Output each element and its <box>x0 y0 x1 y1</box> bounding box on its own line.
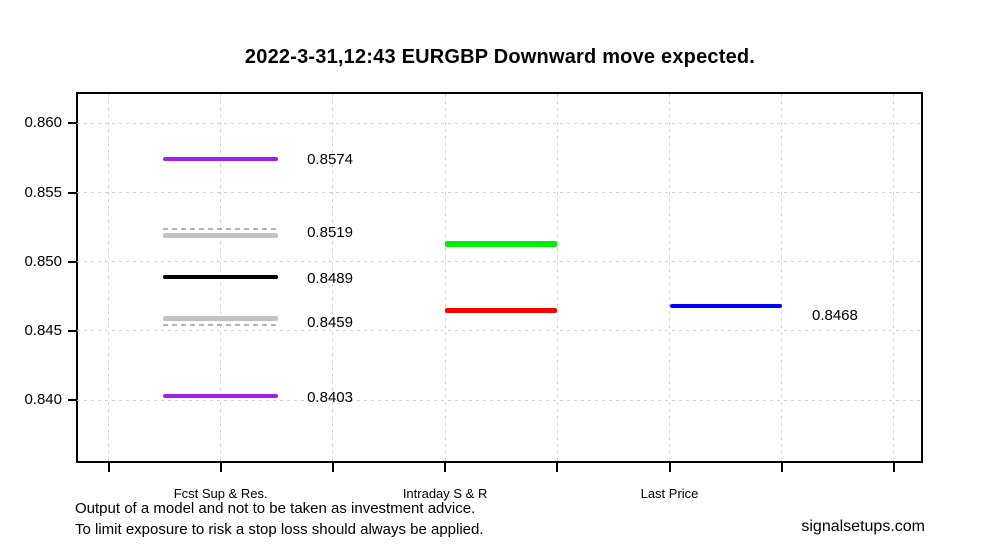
y-axis-tick <box>68 399 76 402</box>
price-line-fcst-support-lower <box>163 393 278 398</box>
x-axis-label: Last Price <box>640 486 699 501</box>
grid-line-horizontal <box>77 399 923 401</box>
grid-line-vertical <box>781 94 783 462</box>
grid-line-vertical <box>893 94 895 462</box>
x-axis-label: Fcst Sup & Res. <box>173 486 268 501</box>
x-axis-tick <box>107 463 110 472</box>
y-axis-tick-label: 0.850 <box>24 252 62 270</box>
price-label-last-price: 0.8468 <box>811 307 858 325</box>
price-label-fcst-resistance-upper: 0.8574 <box>307 151 353 169</box>
grid-line-vertical <box>108 94 109 462</box>
chart-title: 2022-3-31,12:43 EURGBP Downward move exp… <box>244 46 756 68</box>
price-line-fcst-resistance-upper <box>163 157 278 162</box>
grid-line-horizontal <box>77 192 923 194</box>
price-line-last-price <box>669 304 782 309</box>
x-axis-tick <box>219 463 222 472</box>
disclaimer-line-2: To limit exposure to risk a stop loss sh… <box>75 521 484 538</box>
x-axis-tick <box>668 463 671 472</box>
y-axis-tick-label: 0.845 <box>24 321 62 339</box>
grid-line-horizontal <box>77 330 923 332</box>
watermark-text: signalsetups.com <box>801 518 925 535</box>
price-line-dash-fcst-zone-lower <box>163 323 278 326</box>
price-line-fcst-zone-upper <box>163 232 278 238</box>
y-axis-tick <box>68 260 76 263</box>
x-axis-tick <box>892 463 895 472</box>
price-line-fcst-pivot <box>163 275 278 279</box>
price-label-fcst-zone-upper: 0.8519 <box>307 224 353 242</box>
grid-line-vertical <box>556 94 558 462</box>
price-label-fcst-pivot: 0.8489 <box>307 270 353 287</box>
price-line-fcst-zone-lower <box>163 316 278 321</box>
grid-line-vertical <box>444 94 446 462</box>
disclaimer-line-1: Output of a model and not to be taken as… <box>75 500 476 517</box>
y-axis-tick-label: 0.855 <box>24 183 62 201</box>
price-line-dash-fcst-zone-upper <box>163 228 278 231</box>
x-axis-tick <box>331 463 334 472</box>
y-axis-tick <box>68 329 76 332</box>
x-axis-label: Intraday S & R <box>402 486 488 501</box>
x-axis-tick <box>556 463 559 472</box>
grid-line-vertical <box>332 94 334 462</box>
price-label-fcst-support-lower: 0.8403 <box>307 388 353 406</box>
grid-line-horizontal <box>77 122 923 124</box>
x-axis-tick <box>780 463 783 472</box>
x-axis-tick <box>444 463 447 472</box>
plot-border <box>76 92 923 463</box>
y-axis-tick <box>68 191 76 194</box>
y-axis-tick <box>68 122 76 125</box>
grid-line-horizontal <box>77 261 923 263</box>
price-line-intraday-support <box>445 307 558 313</box>
grid-line-vertical <box>669 94 670 462</box>
y-axis-tick-label: 0.860 <box>24 114 62 132</box>
price-label-fcst-zone-lower: 0.8459 <box>307 313 353 331</box>
price-line-intraday-resistance <box>445 240 558 247</box>
y-axis-tick-label: 0.840 <box>24 391 62 409</box>
